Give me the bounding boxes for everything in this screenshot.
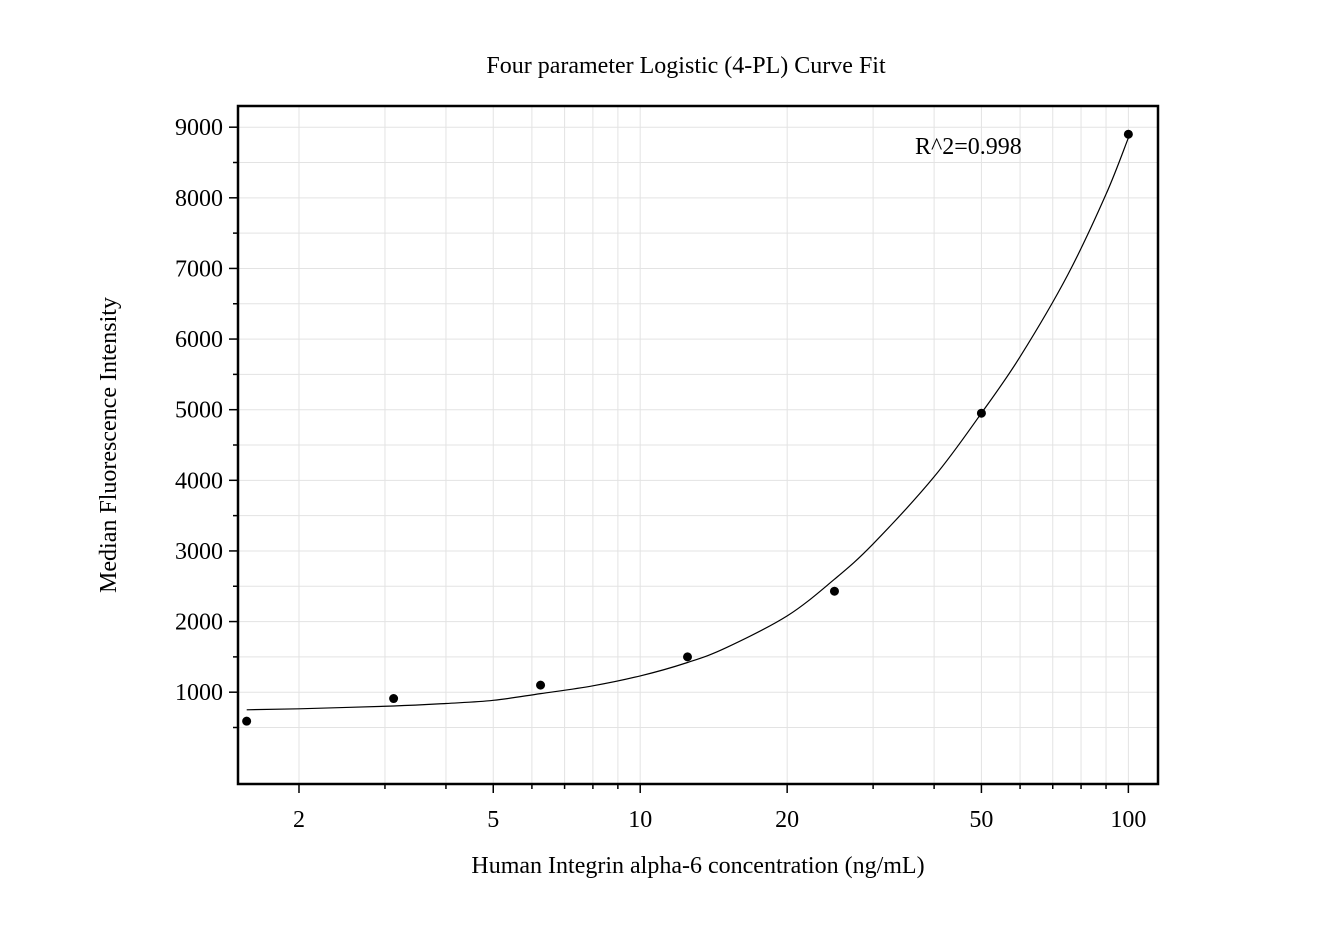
data-point [683, 652, 693, 662]
x-axis-label: Human Integrin alpha-6 concentration (ng… [471, 853, 924, 879]
y-tick-label: 1000 [175, 680, 223, 706]
fit-curve [246, 137, 1129, 711]
chart-title: Four parameter Logistic (4-PL) Curve Fit [486, 53, 886, 79]
r-squared-annotation: R^2=0.998 [915, 134, 1022, 160]
data-point [1123, 129, 1133, 139]
y-tick-label: 2000 [175, 610, 223, 636]
axes: 2 5 10 20 50 100 1000 2000 3000 4000 5000 6000 7000 8… [175, 115, 1146, 833]
data-point [536, 680, 546, 690]
data-point [976, 408, 986, 418]
fit-curve-group [246, 137, 1129, 711]
data-points [242, 129, 1133, 726]
y-tick-label: 8000 [175, 186, 223, 212]
x-tick-label: 100 [1110, 807, 1146, 833]
data-point [389, 694, 399, 704]
y-tick-label: 7000 [175, 256, 223, 282]
y-tick-label: 3000 [175, 539, 223, 565]
y-axis-label: Median Fluorescence Intensity [96, 297, 122, 593]
x-tick-label: 50 [969, 807, 993, 833]
y-tick-label: 9000 [175, 115, 223, 141]
y-tick-label: 6000 [175, 327, 223, 353]
x-tick-label: 20 [775, 807, 799, 833]
data-point [829, 586, 839, 596]
data-point [242, 716, 252, 726]
x-tick-label: 10 [628, 807, 652, 833]
plot-frame [236, 104, 1160, 786]
y-tick-label: 5000 [175, 398, 223, 424]
x-tick-label: 2 [293, 807, 305, 833]
y-tick-label: 4000 [175, 468, 223, 494]
x-tick-label: 5 [487, 807, 499, 833]
grid [238, 106, 1158, 784]
